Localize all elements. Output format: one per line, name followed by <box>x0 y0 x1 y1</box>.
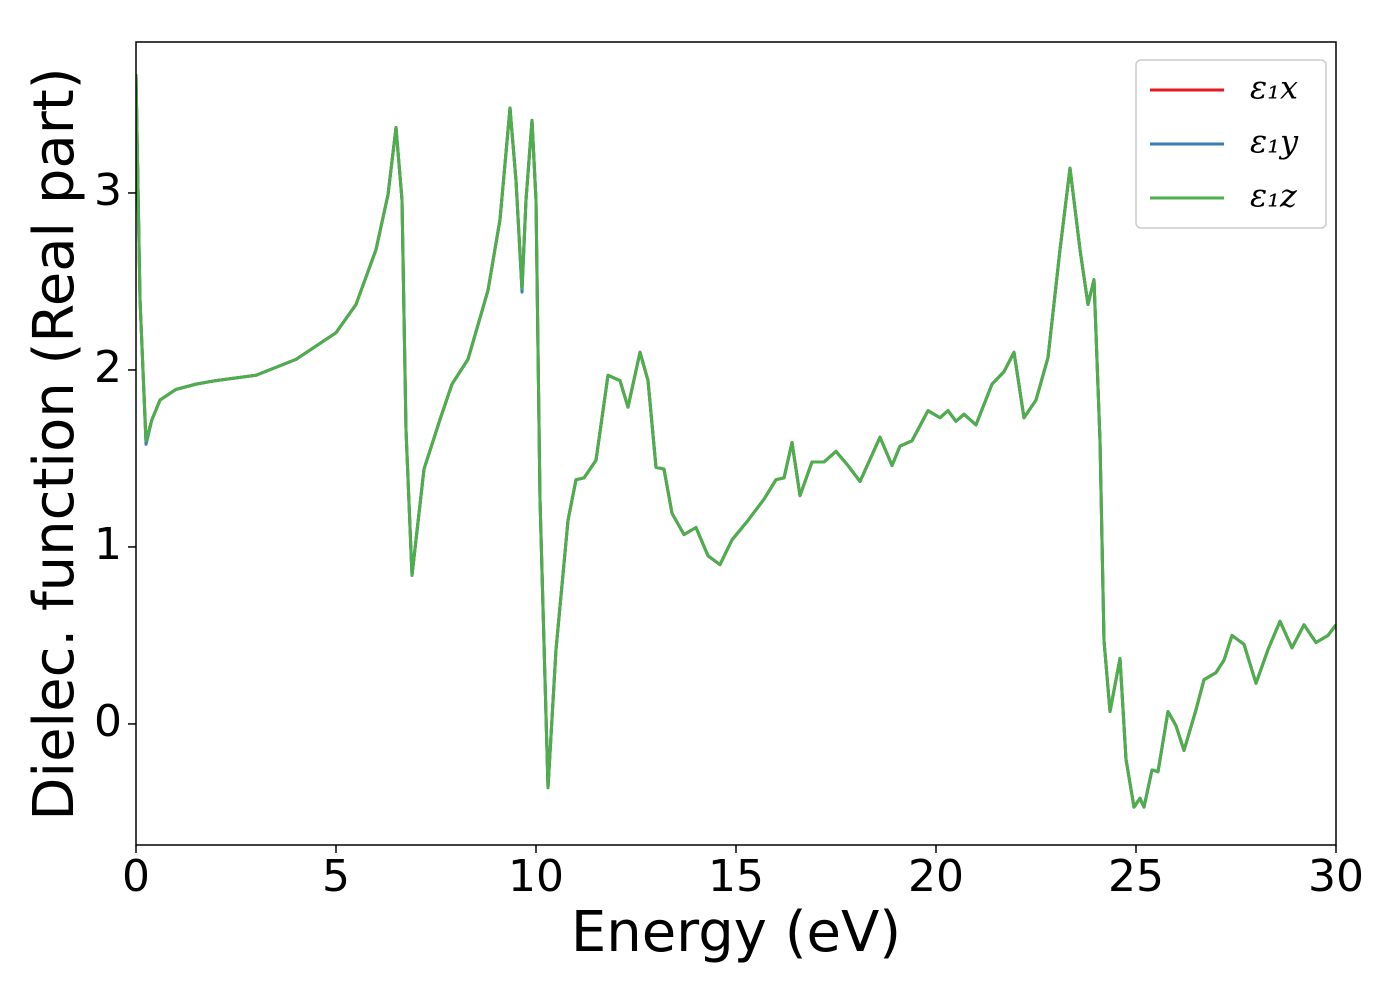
y-tick-label: 3 <box>94 165 122 216</box>
series-line <box>136 74 1336 809</box>
x-tick-label: 20 <box>908 851 964 902</box>
y-tick-label: 0 <box>94 696 122 747</box>
x-tick-label: 25 <box>1108 851 1164 902</box>
y-tick-label: 1 <box>94 519 122 570</box>
x-tick-label: 10 <box>508 851 564 902</box>
plot-frame <box>135 41 1337 846</box>
legend-box <box>1135 59 1327 229</box>
x-tick-label: 15 <box>708 851 764 902</box>
x-axis-label: Energy (eV) <box>571 900 901 965</box>
x-tick-label: 5 <box>322 851 350 902</box>
legend-label: ε₁x <box>1250 69 1298 107</box>
x-tick-label: 0 <box>122 851 150 902</box>
legend-label: ε₁y <box>1250 123 1299 161</box>
y-tick-label: 2 <box>94 342 122 393</box>
legend-label: ε₁z <box>1250 177 1298 215</box>
y-axis-label: Dielec. function (Real part) <box>22 67 87 820</box>
x-tick-label: 30 <box>1308 851 1364 902</box>
